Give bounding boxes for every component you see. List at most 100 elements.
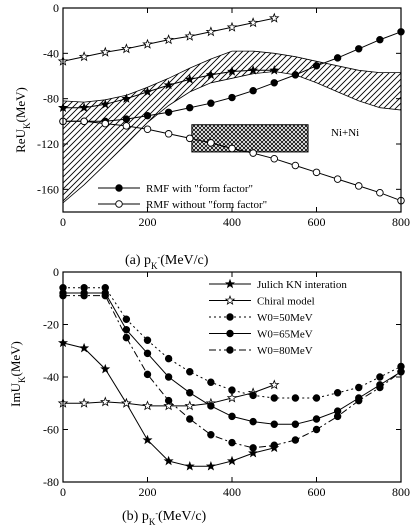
a-series-1-point-13 xyxy=(333,175,342,183)
a-caption: (a) pK-(MeV/c) xyxy=(125,253,209,272)
a-series-0-point-13 xyxy=(333,54,342,62)
a-ni-ni-region xyxy=(191,124,309,153)
b-legend-label-1: Chiral model xyxy=(257,296,315,308)
b-legend-label-2: W0=50MeV xyxy=(257,312,313,324)
a-x-tick-label-1: 200 xyxy=(139,215,157,229)
b-series-1-point-3 xyxy=(121,397,132,408)
panel-a-chart: 0 200 400 600 800 0 -40 -80 -120 -160 Ni+Ni RMF w… xyxy=(13,1,410,271)
a-series-2-point-3 xyxy=(121,43,132,54)
b-x-tick-label-2: 400 xyxy=(223,485,241,499)
b-series-2-point-6 xyxy=(186,368,194,376)
b-series-1-point-10 xyxy=(268,379,280,390)
b-series-3-point-9 xyxy=(249,417,257,426)
b-series-4-point-1 xyxy=(80,291,88,300)
b-series-2-line xyxy=(63,287,402,399)
a-box-layer xyxy=(191,124,309,153)
a-series-2-point-1 xyxy=(78,51,90,62)
a-series-1-point-9 xyxy=(249,149,257,157)
a-series-1-point-8 xyxy=(228,144,236,153)
b-series-2-point-11 xyxy=(291,394,300,402)
a-series-0-point-9 xyxy=(249,87,257,95)
a-series-3-point-3 xyxy=(121,93,132,103)
a-series-1-point-14 xyxy=(355,182,363,190)
a-series-3-point-4 xyxy=(142,86,153,97)
a-series-1-point-15 xyxy=(376,188,384,197)
a-y-tick-label-3: -120 xyxy=(37,137,59,151)
b-series-2-point-14 xyxy=(355,383,363,392)
b-series-4-point-2 xyxy=(101,291,109,300)
b-series-3-point-11 xyxy=(291,420,300,428)
b-series-4-point-3 xyxy=(122,333,131,342)
a-series-2-point-6 xyxy=(184,30,195,41)
b-series-0-point-9 xyxy=(248,447,259,458)
b-legend-marker-2 xyxy=(226,313,234,321)
b-legend: Julich KN interation Chiral model W0=50MeV… xyxy=(209,278,347,357)
b-x-tick-label-3: 600 xyxy=(308,485,326,499)
b-legend-marker-1 xyxy=(224,294,236,306)
b-series-1-point-5 xyxy=(163,400,174,411)
b-series-2-point-9 xyxy=(249,391,257,400)
a-series-1-point-7 xyxy=(207,139,215,147)
a-x-tick-label-3: 600 xyxy=(308,215,326,229)
b-series-4-point-15 xyxy=(376,383,384,392)
b-series-3-point-8 xyxy=(228,412,236,421)
b-series-4-point-9 xyxy=(249,444,257,452)
b-series-4-point-4 xyxy=(143,370,152,379)
b-series-0-point-5 xyxy=(163,455,174,466)
b-legend-label-4: W0=80MeV xyxy=(257,345,313,357)
a-series-3-point-10 xyxy=(269,65,280,75)
b-legend-label-3: W0=65MeV xyxy=(257,329,313,341)
a-series-2-point-5 xyxy=(163,34,174,45)
a-series-layer xyxy=(57,12,405,205)
b-y-tick-label-0: 0 xyxy=(53,265,59,279)
a-series-0-point-4 xyxy=(143,111,152,120)
a-legend-label-1: RMF without "form factor" xyxy=(146,199,267,211)
a-legend-marker-0 xyxy=(115,184,123,192)
b-series-2-point-12 xyxy=(312,394,321,402)
a-series-2-point-2 xyxy=(100,46,111,57)
a-series-1-point-10 xyxy=(270,154,279,163)
b-series-2-point-8 xyxy=(228,386,236,394)
b-series-3-point-12 xyxy=(312,415,321,423)
a-series-0-point-10 xyxy=(270,79,278,87)
panel-b-chart: 0 200 400 600 800 0 -20 -40 -60 -80 Julich KN int… xyxy=(8,265,410,527)
b-series-1-point-4 xyxy=(142,400,153,411)
a-series-2-point-4 xyxy=(142,38,153,49)
a-x-tick-label-0: 0 xyxy=(60,215,66,229)
b-series-4-point-12 xyxy=(312,425,321,434)
b-series-4-point-8 xyxy=(228,438,236,447)
a-series-0-point-11 xyxy=(291,71,300,79)
a-series-2-point-10 xyxy=(269,12,280,23)
a-series-0-point-12 xyxy=(312,62,321,70)
b-series-4-point-7 xyxy=(207,431,215,439)
b-series-1-point-2 xyxy=(100,396,111,407)
a-series-1-point-6 xyxy=(185,134,194,143)
b-legend-label-0: Julich KN interation xyxy=(257,279,347,291)
b-series-1-point-8 xyxy=(226,392,238,403)
a-series-0-point-3 xyxy=(122,115,131,123)
a-series-1-point-5 xyxy=(164,130,173,138)
a-y-axis-label: ReUK(MeV) xyxy=(13,87,32,153)
a-series-0-point-6 xyxy=(186,104,194,112)
a-y-tick-label-2: -80 xyxy=(43,92,59,106)
b-series-3-point-4 xyxy=(143,349,152,358)
b-y-tick-label-1: -20 xyxy=(43,318,59,332)
b-series-2-point-5 xyxy=(164,354,173,363)
b-series-1-point-1 xyxy=(78,397,90,408)
b-series-1-point-6 xyxy=(184,400,196,411)
b-series-4-point-13 xyxy=(333,412,342,421)
b-series-2-point-10 xyxy=(270,394,278,402)
a-series-2-point-8 xyxy=(226,21,238,32)
b-ticks: 0 200 400 600 800 0 -20 -40 -60 -80 xyxy=(43,265,410,499)
b-x-tick-label-1: 200 xyxy=(139,485,157,499)
a-series-2-point-7 xyxy=(205,26,217,37)
a-series-0-point-7 xyxy=(207,99,215,107)
b-series-3-point-3 xyxy=(122,326,131,334)
a-series-3-point-9 xyxy=(248,65,259,75)
a-y-tick-label-1: -40 xyxy=(43,46,59,60)
a-series-0-point-14 xyxy=(355,45,363,53)
b-series-0-point-6 xyxy=(184,461,195,471)
a-legend-label-0: RMF with "form factor" xyxy=(146,183,253,195)
a-series-3-point-1 xyxy=(79,102,90,113)
a-series-3-point-2 xyxy=(100,99,111,109)
